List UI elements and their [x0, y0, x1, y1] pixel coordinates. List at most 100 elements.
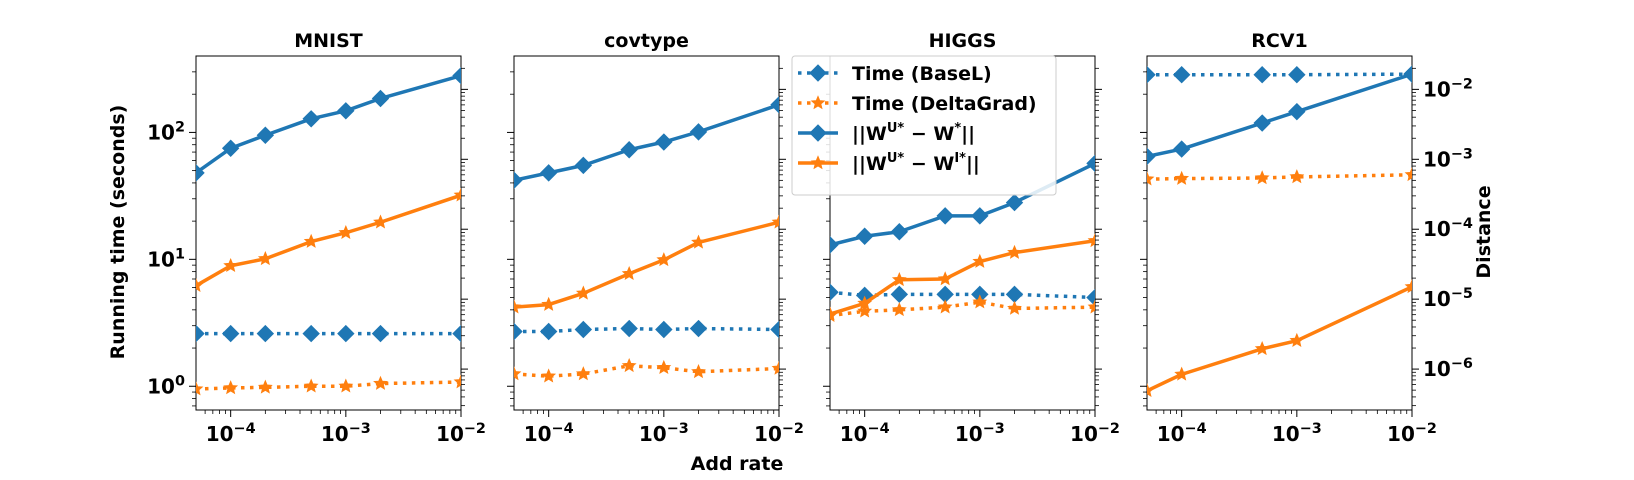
- data-point: [221, 324, 240, 343]
- legend-label: ||WU* − WI*||: [852, 151, 980, 175]
- legend-marker: [810, 155, 826, 170]
- series-group: [196, 66, 461, 396]
- series-line-2: [196, 73, 461, 175]
- x-tick-label-exp: −2: [1415, 421, 1437, 437]
- x-tick-label-exp: −4: [1185, 421, 1207, 437]
- data-point: [890, 223, 909, 241]
- data-point: [539, 322, 558, 341]
- x-tick-label: 10−2: [754, 421, 804, 446]
- data-point: [541, 296, 557, 311]
- x-tick-label: 10−4: [524, 421, 574, 446]
- axes-frame: [513, 55, 780, 411]
- data-point: [1147, 171, 1155, 186]
- data-point: [452, 66, 461, 85]
- data-point: [1174, 366, 1190, 381]
- data-point: [655, 320, 673, 339]
- data-point: [1147, 147, 1156, 166]
- right-y-tick-label-exp: −6: [1451, 356, 1473, 372]
- data-point: [196, 381, 204, 396]
- data-point: [620, 319, 638, 338]
- legend-marker: [809, 64, 827, 82]
- data-point: [1289, 169, 1305, 184]
- legend-entry: ||WU* − WI*||: [798, 151, 980, 175]
- x-tick-label-exp: −2: [464, 421, 486, 437]
- data-point: [1289, 332, 1305, 347]
- data-point: [338, 378, 354, 393]
- x-tick-label: 10−3: [321, 421, 371, 446]
- data-point: [575, 366, 591, 381]
- axes-frame: [1146, 55, 1413, 411]
- data-point: [621, 357, 637, 373]
- data-point: [338, 224, 354, 240]
- panel-higgs: HIGGS 10−4 10−3 10−2: [823, 30, 1120, 446]
- right-y-tick-label-exp: −5: [1451, 286, 1473, 302]
- data-point: [830, 283, 839, 301]
- series-line-3: [514, 220, 779, 309]
- data-point: [373, 375, 388, 390]
- y-tick-label-exp: 2: [175, 119, 185, 135]
- data-point: [453, 374, 461, 389]
- data-point: [196, 164, 205, 182]
- legend-label: Time (DeltaGrad): [852, 93, 1037, 115]
- data-point: [257, 379, 273, 394]
- data-point: [257, 251, 273, 266]
- data-point: [223, 257, 239, 273]
- data-point: [656, 252, 672, 267]
- x-axis-label: Add rate: [691, 453, 784, 475]
- data-point: [689, 123, 708, 141]
- y-tick-label: 102: [147, 119, 185, 144]
- data-point: [1172, 140, 1191, 158]
- data-point: [1005, 285, 1024, 304]
- data-point: [1253, 66, 1271, 84]
- panel-rcv1: RCV1 10−4 10−3 10−2 10−6 10−5 10−4 10−3 10−2: [1140, 30, 1473, 446]
- x-tick-label: 10−2: [1387, 421, 1437, 446]
- legend-entry: ||WU* − W*||: [798, 121, 975, 145]
- x-tick-label-exp: −3: [667, 421, 689, 437]
- data-point: [891, 272, 907, 287]
- data-point: [1254, 170, 1270, 185]
- legend: Time (BaseL) Time (DeltaGrad) ||WU* − W*||…: [791, 55, 1057, 196]
- data-point: [771, 214, 779, 229]
- data-point: [514, 322, 523, 341]
- data-point: [937, 271, 953, 286]
- data-point: [891, 302, 907, 317]
- data-point: [1147, 382, 1155, 398]
- x-tick-label: 10−2: [436, 421, 486, 446]
- data-point: [371, 324, 390, 343]
- data-point: [223, 380, 239, 395]
- legend-label: Time (BaseL): [852, 63, 992, 85]
- data-point: [691, 234, 706, 249]
- data-point: [303, 378, 319, 393]
- legend-marker: [809, 124, 827, 142]
- series-line-3: [1147, 285, 1412, 393]
- x-tick-label-exp: −4: [868, 421, 890, 437]
- x-tick-label-exp: −3: [349, 421, 371, 437]
- x-tick-label-exp: −2: [782, 421, 804, 437]
- legend-entry: Time (BaseL): [798, 63, 992, 85]
- data-point: [514, 366, 522, 381]
- x-tick-label: 10−3: [1272, 421, 1322, 446]
- data-point: [1253, 114, 1271, 132]
- series-group: [1147, 65, 1412, 398]
- x-tick-label: 10−4: [840, 421, 890, 446]
- legend-entry: Time (DeltaGrad): [798, 93, 1037, 115]
- data-point: [256, 324, 275, 343]
- data-point: [196, 277, 204, 292]
- data-point: [1254, 341, 1270, 356]
- x-tick-label-exp: −3: [983, 421, 1005, 437]
- x-tick-label: 10−4: [206, 421, 256, 446]
- data-point: [221, 139, 240, 157]
- data-point: [620, 141, 638, 159]
- left-y-axis-label: Running time (seconds): [107, 105, 129, 360]
- data-point: [574, 156, 593, 175]
- data-point: [337, 324, 355, 343]
- data-point: [936, 207, 954, 225]
- data-point: [855, 227, 874, 245]
- data-point: [621, 265, 637, 281]
- data-point: [1005, 193, 1024, 212]
- x-tick-label: 10−3: [955, 421, 1005, 446]
- right-y-tick-label-exp: −2: [1451, 76, 1473, 92]
- x-tick-label-exp: −4: [552, 421, 574, 437]
